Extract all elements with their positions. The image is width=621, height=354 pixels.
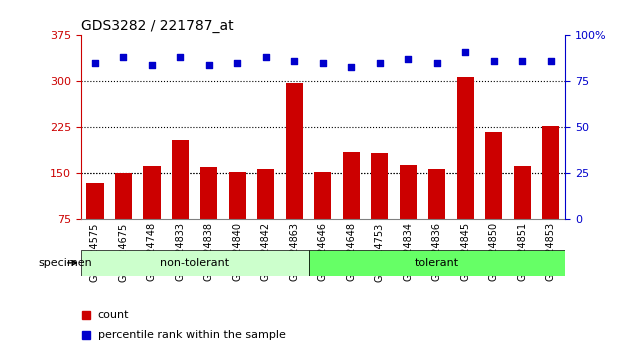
Bar: [229, 172, 246, 219]
Point: [289, 58, 299, 64]
Text: count: count: [97, 310, 129, 320]
Point: [404, 57, 414, 62]
Point: [90, 60, 100, 66]
Point: [176, 55, 186, 60]
Bar: [314, 172, 332, 219]
Point: [347, 64, 356, 69]
Bar: [143, 166, 160, 219]
Point: [546, 58, 556, 64]
Text: specimen: specimen: [38, 258, 92, 268]
Text: GDS3282 / 221787_at: GDS3282 / 221787_at: [81, 19, 233, 33]
Point: [517, 58, 527, 64]
Bar: [371, 153, 389, 219]
Bar: [486, 132, 502, 219]
Point: [261, 55, 271, 60]
Point: [147, 62, 157, 68]
Bar: [115, 173, 132, 219]
Point: [232, 60, 242, 66]
Point: [432, 60, 442, 66]
Bar: [457, 76, 474, 219]
Bar: [286, 82, 303, 219]
Bar: [201, 167, 217, 219]
Text: non-tolerant: non-tolerant: [160, 258, 229, 268]
Bar: [514, 166, 531, 219]
Bar: [428, 169, 445, 219]
FancyBboxPatch shape: [309, 250, 565, 276]
Point: [489, 58, 499, 64]
Point: [119, 55, 129, 60]
Bar: [172, 140, 189, 219]
Point: [460, 49, 470, 55]
FancyBboxPatch shape: [81, 250, 309, 276]
Bar: [542, 126, 560, 219]
Text: tolerant: tolerant: [415, 258, 459, 268]
Bar: [343, 152, 360, 219]
Bar: [400, 165, 417, 219]
Point: [204, 62, 214, 68]
Point: [318, 60, 328, 66]
Bar: [257, 169, 274, 219]
Bar: [86, 183, 104, 219]
Point: [375, 60, 385, 66]
Text: percentile rank within the sample: percentile rank within the sample: [97, 330, 286, 339]
